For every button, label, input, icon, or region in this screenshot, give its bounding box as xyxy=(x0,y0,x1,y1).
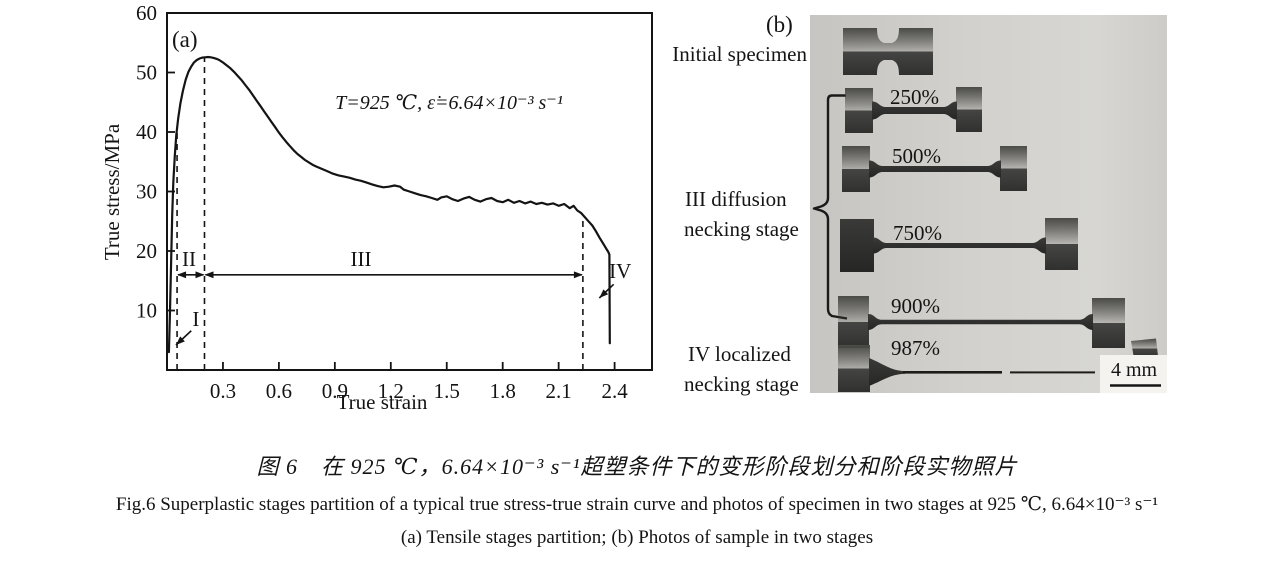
x-tick-label: 2.1 xyxy=(546,379,572,403)
stage-label-IV: IV xyxy=(609,259,631,283)
scale-bar-label: 4 mm xyxy=(1111,359,1158,381)
stage-span-head-II xyxy=(195,271,205,279)
x-tick-label: 2.4 xyxy=(601,379,628,403)
panel-b-photos: (b) Initial specimen III diffusion necki… xyxy=(672,12,1167,396)
panel-a-label: (a) xyxy=(172,27,198,52)
stage-span-head-III xyxy=(204,271,214,279)
specimen-500 xyxy=(842,146,1027,192)
x-axis-title: True strain xyxy=(337,390,428,414)
caption-english: Fig.6 Superplastic stages partition of a… xyxy=(115,494,1159,515)
specimen-900-label: 900% xyxy=(891,294,940,318)
caption-subtitle: (a) Tensile stages partition; (b) Photos… xyxy=(400,527,874,548)
specimen-750 xyxy=(840,218,1078,272)
stage3-label-line1: III diffusion xyxy=(685,187,787,211)
specimen-initial xyxy=(843,28,933,75)
stress-strain-curve xyxy=(167,55,611,354)
stage3-bracket xyxy=(812,94,848,320)
specimen-900 xyxy=(838,296,1125,348)
initial-specimen-label: Initial specimen xyxy=(672,42,807,66)
x-tick-label: 0.3 xyxy=(210,379,236,403)
y-axis-title: True stress/MPa xyxy=(100,123,124,260)
caption-chinese: 图 6 在 925 ℃，6.64×10⁻³ s⁻¹超塑条件下的变形阶段划分和阶段… xyxy=(256,454,1018,479)
x-tick-label: 0.9 xyxy=(322,379,348,403)
stage-span-head-III xyxy=(573,271,583,279)
y-tick-label: 40 xyxy=(136,120,157,144)
specimen-500-label: 500% xyxy=(892,144,941,168)
stage-span-head-II xyxy=(177,271,187,279)
stage4-label-line1: IV localized xyxy=(688,342,791,366)
panel-b-label: (b) xyxy=(766,12,793,37)
specimen-987 xyxy=(838,338,1158,392)
scale-bar: 4 mm xyxy=(1100,355,1167,393)
stage-label-II: II xyxy=(182,247,196,271)
stage-label-I: I xyxy=(192,307,199,331)
y-tick-label: 20 xyxy=(136,239,157,263)
x-tick-label: 0.6 xyxy=(266,379,292,403)
x-tick-label: 1.8 xyxy=(490,379,516,403)
x-tick-label: 1.5 xyxy=(434,379,460,403)
stage-label-III: III xyxy=(350,247,371,271)
stage-pointer-head-IV xyxy=(599,289,609,299)
specimen-987-label: 987% xyxy=(891,336,940,360)
y-tick-label: 60 xyxy=(136,1,157,25)
specimen-250 xyxy=(845,87,982,133)
y-tick-label: 10 xyxy=(136,299,157,323)
stage3-label-line2: necking stage xyxy=(684,217,799,241)
y-tick-label: 50 xyxy=(136,61,157,85)
x-tick-label: 1.2 xyxy=(378,379,404,403)
condition-annotation: T=925 ℃, ε̇=6.64×10⁻³ s⁻¹ xyxy=(335,92,563,114)
specimen-250-label: 250% xyxy=(890,85,939,109)
stage4-label-line2: necking stage xyxy=(684,372,799,396)
specimen-750-label: 750% xyxy=(893,221,942,245)
y-tick-label: 30 xyxy=(136,180,157,204)
stage-pointer-head-I xyxy=(175,336,185,346)
